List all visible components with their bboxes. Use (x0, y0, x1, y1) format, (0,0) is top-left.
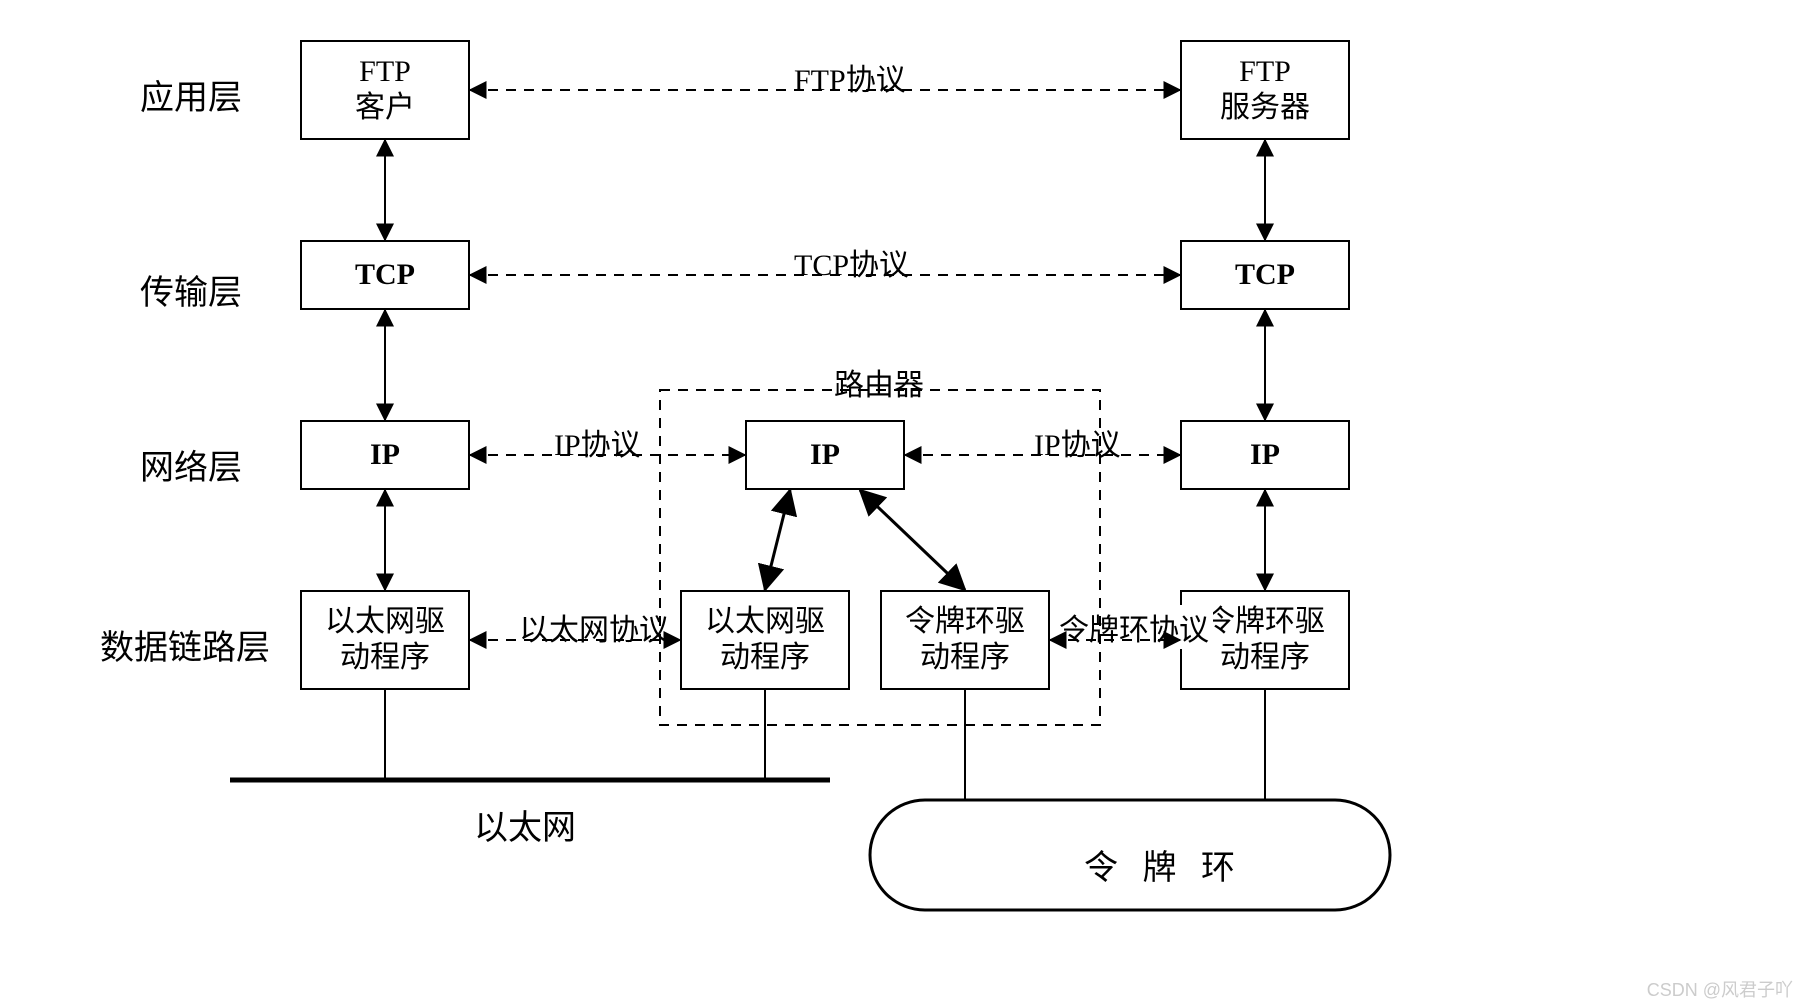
node-eth-left: 以太网驱 动程序 (300, 590, 470, 690)
layer-label-app: 应用层 (140, 70, 242, 119)
node-text: 令牌环驱 (905, 604, 1025, 640)
diagram-canvas: 应用层 传输层 网络层 数据链路层 FTP 客户 FTP 服务器 TCP TCP… (0, 0, 1803, 1008)
node-text: 令牌环驱 (1205, 604, 1325, 640)
edge-label-ip1: IP协议 (550, 420, 645, 464)
edge-label-eth: 以太网协议 (515, 605, 673, 649)
tokenring-label: 令 牌 环 (1080, 840, 1247, 889)
node-text: TCP (355, 257, 415, 293)
node-text: 动程序 (1220, 640, 1310, 676)
edge-label-tcp: TCP协议 (790, 240, 913, 284)
node-tok-mid: 令牌环驱 动程序 (880, 590, 1050, 690)
edges-overlay (0, 0, 1803, 1008)
edge-diag2 (860, 490, 965, 590)
node-text: IP (370, 437, 400, 473)
node-text: 动程序 (720, 640, 810, 676)
node-text: IP (810, 437, 840, 473)
node-text: TCP (1235, 257, 1295, 293)
node-text: IP (1250, 437, 1280, 473)
edge-label-ftp: FTP协议 (790, 55, 910, 99)
edge-label-ip2: IP协议 (1030, 420, 1125, 464)
node-text: 动程序 (340, 640, 430, 676)
node-text: FTP (359, 54, 411, 90)
layer-label-link: 数据链路层 (100, 620, 270, 669)
node-ftp-server: FTP 服务器 (1180, 40, 1350, 140)
router-label: 路由器 (830, 360, 928, 404)
layer-label-trans: 传输层 (140, 265, 242, 314)
node-text: 动程序 (920, 640, 1010, 676)
node-text: FTP (1239, 54, 1291, 90)
node-ip-right: IP (1180, 420, 1350, 490)
edge-label-tok: 令牌环协议 (1055, 605, 1213, 649)
node-text: 以太网驱 (325, 604, 445, 640)
edge-diag1 (765, 490, 790, 590)
node-ip-mid: IP (745, 420, 905, 490)
watermark: CSDN @风君子吖 (1647, 976, 1793, 1002)
layer-label-net: 网络层 (140, 440, 242, 489)
node-ip-left: IP (300, 420, 470, 490)
node-text: 客户 (355, 90, 415, 126)
node-eth-mid: 以太网驱 动程序 (680, 590, 850, 690)
node-text: 服务器 (1220, 90, 1310, 126)
node-text: 以太网驱 (705, 604, 825, 640)
ethernet-label: 以太网 (470, 800, 580, 849)
node-tcp-right: TCP (1180, 240, 1350, 310)
node-ftp-client: FTP 客户 (300, 40, 470, 140)
node-tcp-left: TCP (300, 240, 470, 310)
